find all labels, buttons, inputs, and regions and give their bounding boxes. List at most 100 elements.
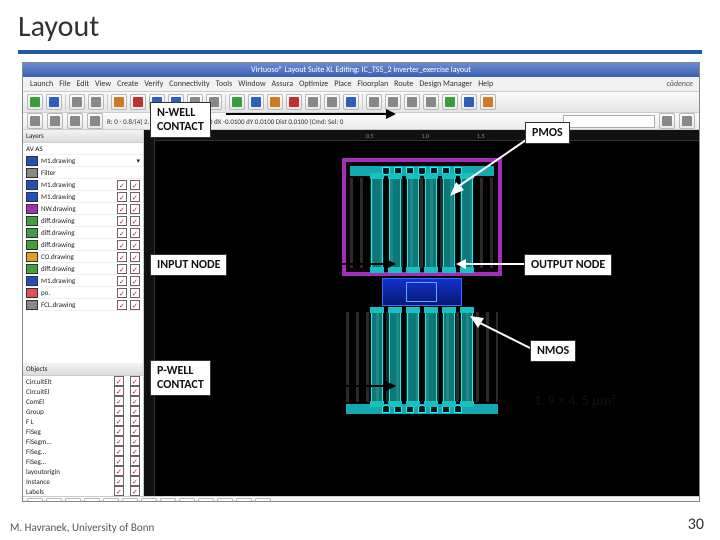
objects-list[interactable]: CircuitEltCircuitElComElGroupF LFiSegFiS… [23, 376, 143, 496]
tool-icon[interactable] [160, 498, 176, 502]
tool-icon[interactable] [87, 113, 103, 129]
layer-row[interactable]: diff.drawing [23, 215, 143, 227]
object-row[interactable]: Group [23, 406, 143, 416]
menu-edit[interactable]: Edit [74, 77, 93, 91]
sel-check[interactable] [130, 486, 140, 496]
sel-check[interactable] [130, 446, 140, 456]
tool-icon[interactable] [27, 498, 43, 502]
menu-floorplan[interactable]: Floorplan [354, 77, 391, 91]
menu-view[interactable]: View [92, 77, 114, 91]
layer-row[interactable]: M1.drawing [23, 179, 143, 191]
tool-icon[interactable] [659, 113, 675, 129]
tool-icon[interactable] [461, 94, 477, 110]
sel-check[interactable] [130, 192, 140, 202]
menu-window[interactable]: Window [235, 77, 268, 91]
sel-check[interactable] [130, 406, 140, 416]
object-row[interactable]: Labels [23, 486, 143, 496]
vis-check[interactable] [117, 216, 127, 226]
object-row[interactable]: FiSeg... [23, 456, 143, 466]
vis-check[interactable] [114, 416, 124, 426]
menu-bar[interactable]: Launch File Edit View Create Verify Conn… [23, 77, 699, 92]
object-row[interactable]: CircuitElt [23, 376, 143, 386]
sel-check[interactable] [130, 252, 140, 262]
object-row[interactable]: F L [23, 416, 143, 426]
layer-row[interactable]: NW.drawing [23, 203, 143, 215]
sel-check[interactable] [130, 216, 140, 226]
layout-canvas[interactable]: 0.5 1.0 1.5 [144, 130, 699, 496]
tool-icon[interactable] [255, 498, 271, 502]
tool-icon[interactable] [480, 94, 496, 110]
tool-icon[interactable] [103, 498, 119, 502]
tool-icon[interactable] [47, 113, 63, 129]
tool-icon[interactable] [404, 94, 420, 110]
tool-icon[interactable] [217, 498, 233, 502]
object-row[interactable]: CircuitEl [23, 386, 143, 396]
sel-check[interactable] [130, 456, 140, 466]
vis-check[interactable] [114, 456, 124, 466]
layers-list[interactable]: M1.drawingM1.drawingNW.drawingdiff.drawi… [23, 179, 143, 363]
layer-row[interactable]: diff.drawing [23, 239, 143, 251]
vis-check[interactable] [117, 240, 127, 250]
vis-check[interactable] [117, 192, 127, 202]
layer-row[interactable]: po. [23, 287, 143, 299]
sel-check[interactable] [130, 240, 140, 250]
menu-launch[interactable]: Launch [27, 77, 56, 91]
tool-icon[interactable] [65, 498, 81, 502]
tool-icon[interactable] [679, 113, 695, 129]
menu-help[interactable]: Help [475, 77, 496, 91]
active-layer[interactable]: M1.drawing ▾ [23, 155, 143, 167]
sel-check[interactable] [130, 416, 140, 426]
menu-file[interactable]: File [56, 77, 73, 91]
menu-optimize[interactable]: Optimize [296, 77, 331, 91]
sel-check[interactable] [130, 426, 140, 436]
vis-check[interactable] [114, 426, 124, 436]
tool-icon[interactable] [236, 498, 252, 502]
menu-create[interactable]: Create [114, 77, 141, 91]
vis-check[interactable] [114, 486, 124, 496]
layer-row[interactable]: M1.drawing [23, 191, 143, 203]
sel-check[interactable] [130, 228, 140, 238]
tool-icon[interactable] [423, 94, 439, 110]
vis-check[interactable] [117, 300, 127, 310]
search-input[interactable] [563, 115, 655, 128]
menu-design-manager[interactable]: Design Manager [416, 77, 475, 91]
redo-icon[interactable] [88, 94, 104, 110]
sel-check[interactable] [130, 300, 140, 310]
vis-check[interactable] [114, 446, 124, 456]
vis-check[interactable] [114, 466, 124, 476]
tool-icon[interactable] [179, 498, 195, 502]
menu-tools[interactable]: Tools [213, 77, 236, 91]
sel-check[interactable] [130, 466, 140, 476]
object-row[interactable]: FiSegm... [23, 436, 143, 446]
tool-icon[interactable] [67, 113, 83, 129]
object-row[interactable]: ComEl [23, 396, 143, 406]
vis-check[interactable] [114, 476, 124, 486]
layer-row[interactable]: diff.drawing [23, 227, 143, 239]
tool-icon[interactable] [46, 498, 62, 502]
vis-check[interactable] [117, 204, 127, 214]
tool-icon[interactable] [442, 94, 458, 110]
sel-check[interactable] [130, 288, 140, 298]
sel-check[interactable] [130, 376, 140, 386]
sel-check[interactable] [130, 180, 140, 190]
layer-row[interactable]: CO.drawing [23, 251, 143, 263]
tool-icon[interactable] [141, 498, 157, 502]
layer-row[interactable]: diff.drawing [23, 263, 143, 275]
vis-check[interactable] [117, 228, 127, 238]
menu-connectivity[interactable]: Connectivity [166, 77, 212, 91]
tool-icon[interactable] [198, 498, 214, 502]
object-row[interactable]: FiSeg... [23, 446, 143, 456]
tool-icon[interactable] [111, 94, 127, 110]
object-row[interactable]: Instance [23, 476, 143, 486]
vis-check[interactable] [114, 376, 124, 386]
object-row[interactable]: layoutorigin [23, 466, 143, 476]
sel-check[interactable] [130, 386, 140, 396]
layer-row[interactable]: FCL.drawing [23, 299, 143, 311]
vis-check[interactable] [117, 180, 127, 190]
layer-row[interactable]: M1.drawing [23, 275, 143, 287]
tool-icon[interactable] [84, 498, 100, 502]
menu-verify[interactable]: Verify [141, 77, 166, 91]
sel-check[interactable] [130, 476, 140, 486]
tool-icon[interactable] [27, 113, 43, 129]
sel-check[interactable] [130, 204, 140, 214]
